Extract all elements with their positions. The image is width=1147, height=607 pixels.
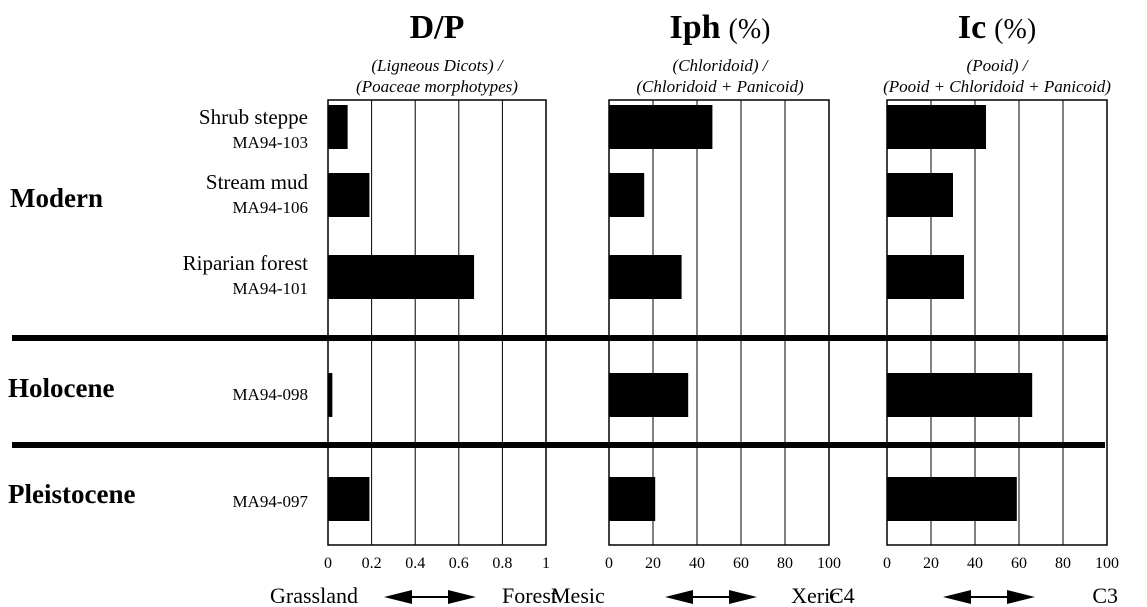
tick-label: 60 (733, 555, 749, 572)
arrow-head-left (384, 590, 412, 604)
panel-formula-line-1: (Pooid) / (967, 56, 1030, 75)
double-arrow-icon (943, 590, 1035, 604)
tick-label: 20 (645, 555, 661, 572)
scale-right-label: Forest (502, 583, 557, 607)
tick-label: 0.4 (405, 555, 425, 572)
bar-ma94-098 (328, 373, 333, 417)
panel-formula-line-2: (Pooid + Chloridoid + Panicoid) (883, 77, 1111, 96)
panel-title-unit: (%) (729, 14, 771, 45)
panel-title-text: D/P (410, 9, 465, 46)
panel-formula-line-1: (Ligneous Dicots) / (371, 56, 505, 75)
scale-right-label: C3 (1092, 583, 1118, 607)
double-arrow-icon (384, 590, 476, 604)
panels: D/P (Ligneous Dicots) / (Poaceae morphotyp… (270, 9, 1119, 607)
panel-title-text: Iph (669, 9, 720, 46)
panel-formula-line-1: (Chloridoid) / (673, 56, 770, 75)
panel-title-text: Ic (958, 9, 986, 46)
bar-ma94-106 (328, 173, 370, 217)
bar-ma94-101 (609, 255, 682, 299)
tick-label: 60 (1011, 555, 1027, 572)
arrow-head-left (943, 590, 971, 604)
bar-ma94-097 (328, 477, 370, 521)
tick-label: 40 (967, 555, 983, 572)
tick-label: 1 (542, 555, 550, 572)
panel-formula-line-2: (Poaceae morphotypes) (356, 77, 518, 96)
tick-label: 20 (923, 555, 939, 572)
tick-label: 40 (689, 555, 705, 572)
tick-label: 100 (817, 555, 841, 572)
bar-ma94-106 (609, 173, 645, 217)
panel-formula-line-2: (Chloridoid + Panicoid) (636, 77, 804, 96)
panel-title-unit: (%) (994, 14, 1036, 45)
tick-label: 0 (883, 555, 891, 572)
scale-right-label: Xeric (791, 583, 840, 607)
bar-ma94-101 (328, 255, 475, 299)
bar-ma94-106 (887, 173, 953, 217)
scale-left-label: C4 (829, 583, 855, 607)
panel-2: Iph (%) (Chloridoid) / (Chloridoid + Panico… (551, 9, 841, 607)
tick-label: 100 (1095, 555, 1119, 572)
row-code-ma94-103: MA94-103 (232, 133, 308, 152)
tick-label: 0.2 (362, 555, 382, 572)
row-code-ma94-097: MA94-097 (232, 492, 308, 511)
row-code-ma94-101: MA94-101 (232, 279, 308, 298)
arrow-head-right (448, 590, 476, 604)
tick-label: 0.6 (449, 555, 469, 572)
group-label-pleistocene: Pleistocene (8, 479, 135, 509)
tick-label: 80 (777, 555, 793, 572)
arrow-head-right (1007, 590, 1035, 604)
group-label-modern: Modern (10, 183, 103, 213)
panel-title-2: Iph (%) (669, 9, 770, 46)
row-name-riparian-forest: Riparian forest (183, 251, 309, 275)
tick-label: 0 (324, 555, 332, 572)
arrow-head-left (665, 590, 693, 604)
panel-frame (608, 99, 830, 546)
row-name-shrub-steppe: Shrub steppe (199, 105, 308, 129)
row-code-ma94-106: MA94-106 (232, 198, 308, 217)
scale-left-label: Mesic (551, 583, 605, 607)
bar-ma94-098 (609, 373, 689, 417)
panel-frame (327, 99, 547, 546)
double-arrow-icon (665, 590, 757, 604)
panel-title-3: Ic (%) (958, 9, 1036, 46)
arrow-head-right (729, 590, 757, 604)
panel-1: D/P (Ligneous Dicots) / (Poaceae morphotyp… (270, 9, 557, 607)
bar-ma94-103 (328, 105, 348, 149)
row-name-stream-mud: Stream mud (206, 170, 309, 194)
bar-ma94-103 (609, 105, 713, 149)
bar-ma94-097 (887, 477, 1017, 521)
bar-ma94-101 (887, 255, 964, 299)
tick-label: 0 (605, 555, 613, 572)
scale-left-label: Grassland (270, 583, 358, 607)
tick-label: 80 (1055, 555, 1071, 572)
panel-frame (886, 99, 1108, 546)
bar-ma94-097 (609, 477, 656, 521)
bar-ma94-103 (887, 105, 986, 149)
group-label-holocene: Holocene (8, 373, 114, 403)
panel-title-1: D/P (410, 9, 465, 46)
row-code-ma94-098: MA94-098 (232, 385, 308, 404)
tick-label: 0.8 (492, 555, 512, 572)
panel-3: Ic (%) (Pooid) / (Pooid + Chloridoid + Pani… (829, 9, 1119, 607)
bar-ma94-098 (887, 373, 1033, 417)
